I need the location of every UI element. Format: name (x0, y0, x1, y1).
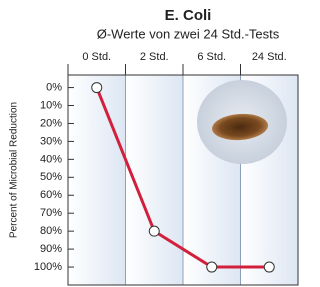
y-tick-label: 40% (40, 153, 62, 165)
column-background (68, 75, 126, 285)
chart-subtitle: Ø-Werte von zwei 24 Std.-Tests (97, 26, 280, 41)
x-tick-label: 2 Std. (140, 51, 169, 63)
y-tick-label: 90% (40, 243, 62, 255)
y-tick-label: 20% (40, 117, 62, 129)
y-tick-label: 80% (40, 225, 62, 237)
x-tick-label: 24 Std. (252, 51, 287, 63)
y-tick-label: 0% (46, 81, 62, 93)
data-point (149, 226, 159, 236)
y-tick-label: 100% (34, 261, 62, 273)
data-point (92, 83, 102, 93)
chart-title: E. Coli (165, 7, 212, 24)
data-point (207, 262, 217, 272)
y-axis-label: Percent of Microbial Reduction (9, 102, 20, 238)
x-tick-label: 6 Std. (197, 51, 226, 63)
y-tick-label: 60% (40, 189, 62, 201)
y-tick-label: 70% (40, 207, 62, 219)
y-tick-label: 10% (40, 99, 62, 111)
chart: E. Coli Ø-Werte von zwei 24 Std.-Tests P… (0, 0, 314, 287)
y-tick-label: 50% (40, 171, 62, 183)
x-tick-label: 0 Std. (82, 51, 111, 63)
y-tick-label: 30% (40, 135, 62, 147)
data-point (264, 262, 274, 272)
